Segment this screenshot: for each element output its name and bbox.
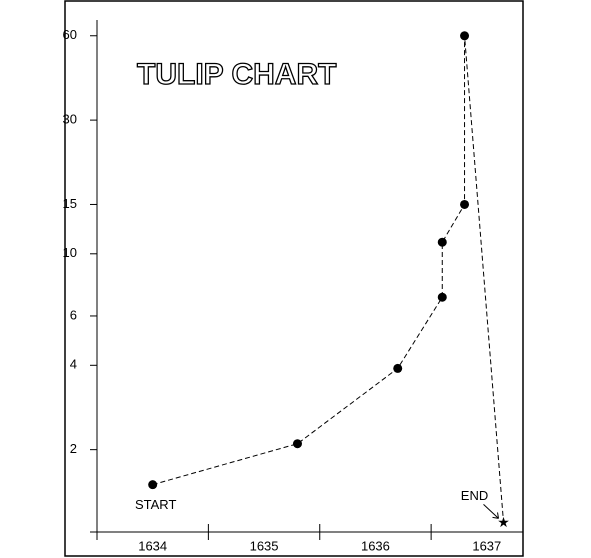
y-tick-label: 60 [63, 27, 77, 42]
y-tick-label: 4 [70, 357, 77, 372]
x-tick-label: 1635 [250, 538, 279, 553]
data-point [437, 292, 447, 302]
data-point [393, 363, 403, 373]
y-tick-label: 10 [63, 245, 77, 260]
end-marker: ★ [497, 514, 510, 530]
y-tick-label: 30 [63, 112, 77, 127]
y-tick-label: 6 [70, 307, 77, 322]
x-tick-label: 1634 [138, 538, 167, 553]
frame [64, 0, 524, 557]
data-point [292, 439, 302, 449]
data-point [148, 480, 158, 490]
chart-title: TULIP CHART [137, 58, 336, 91]
annotation: END [461, 488, 488, 503]
x-tick-label: 1636 [361, 538, 390, 553]
annotation: START [135, 497, 176, 512]
x-tick-label: 1637 [472, 538, 501, 553]
data-point [460, 199, 470, 209]
y-tick-label: 15 [63, 196, 77, 211]
y-tick-label: 2 [70, 441, 77, 456]
annotation-arrow [483, 504, 500, 519]
data-point [460, 31, 470, 41]
data-point [437, 237, 447, 247]
data-line [152, 35, 505, 523]
